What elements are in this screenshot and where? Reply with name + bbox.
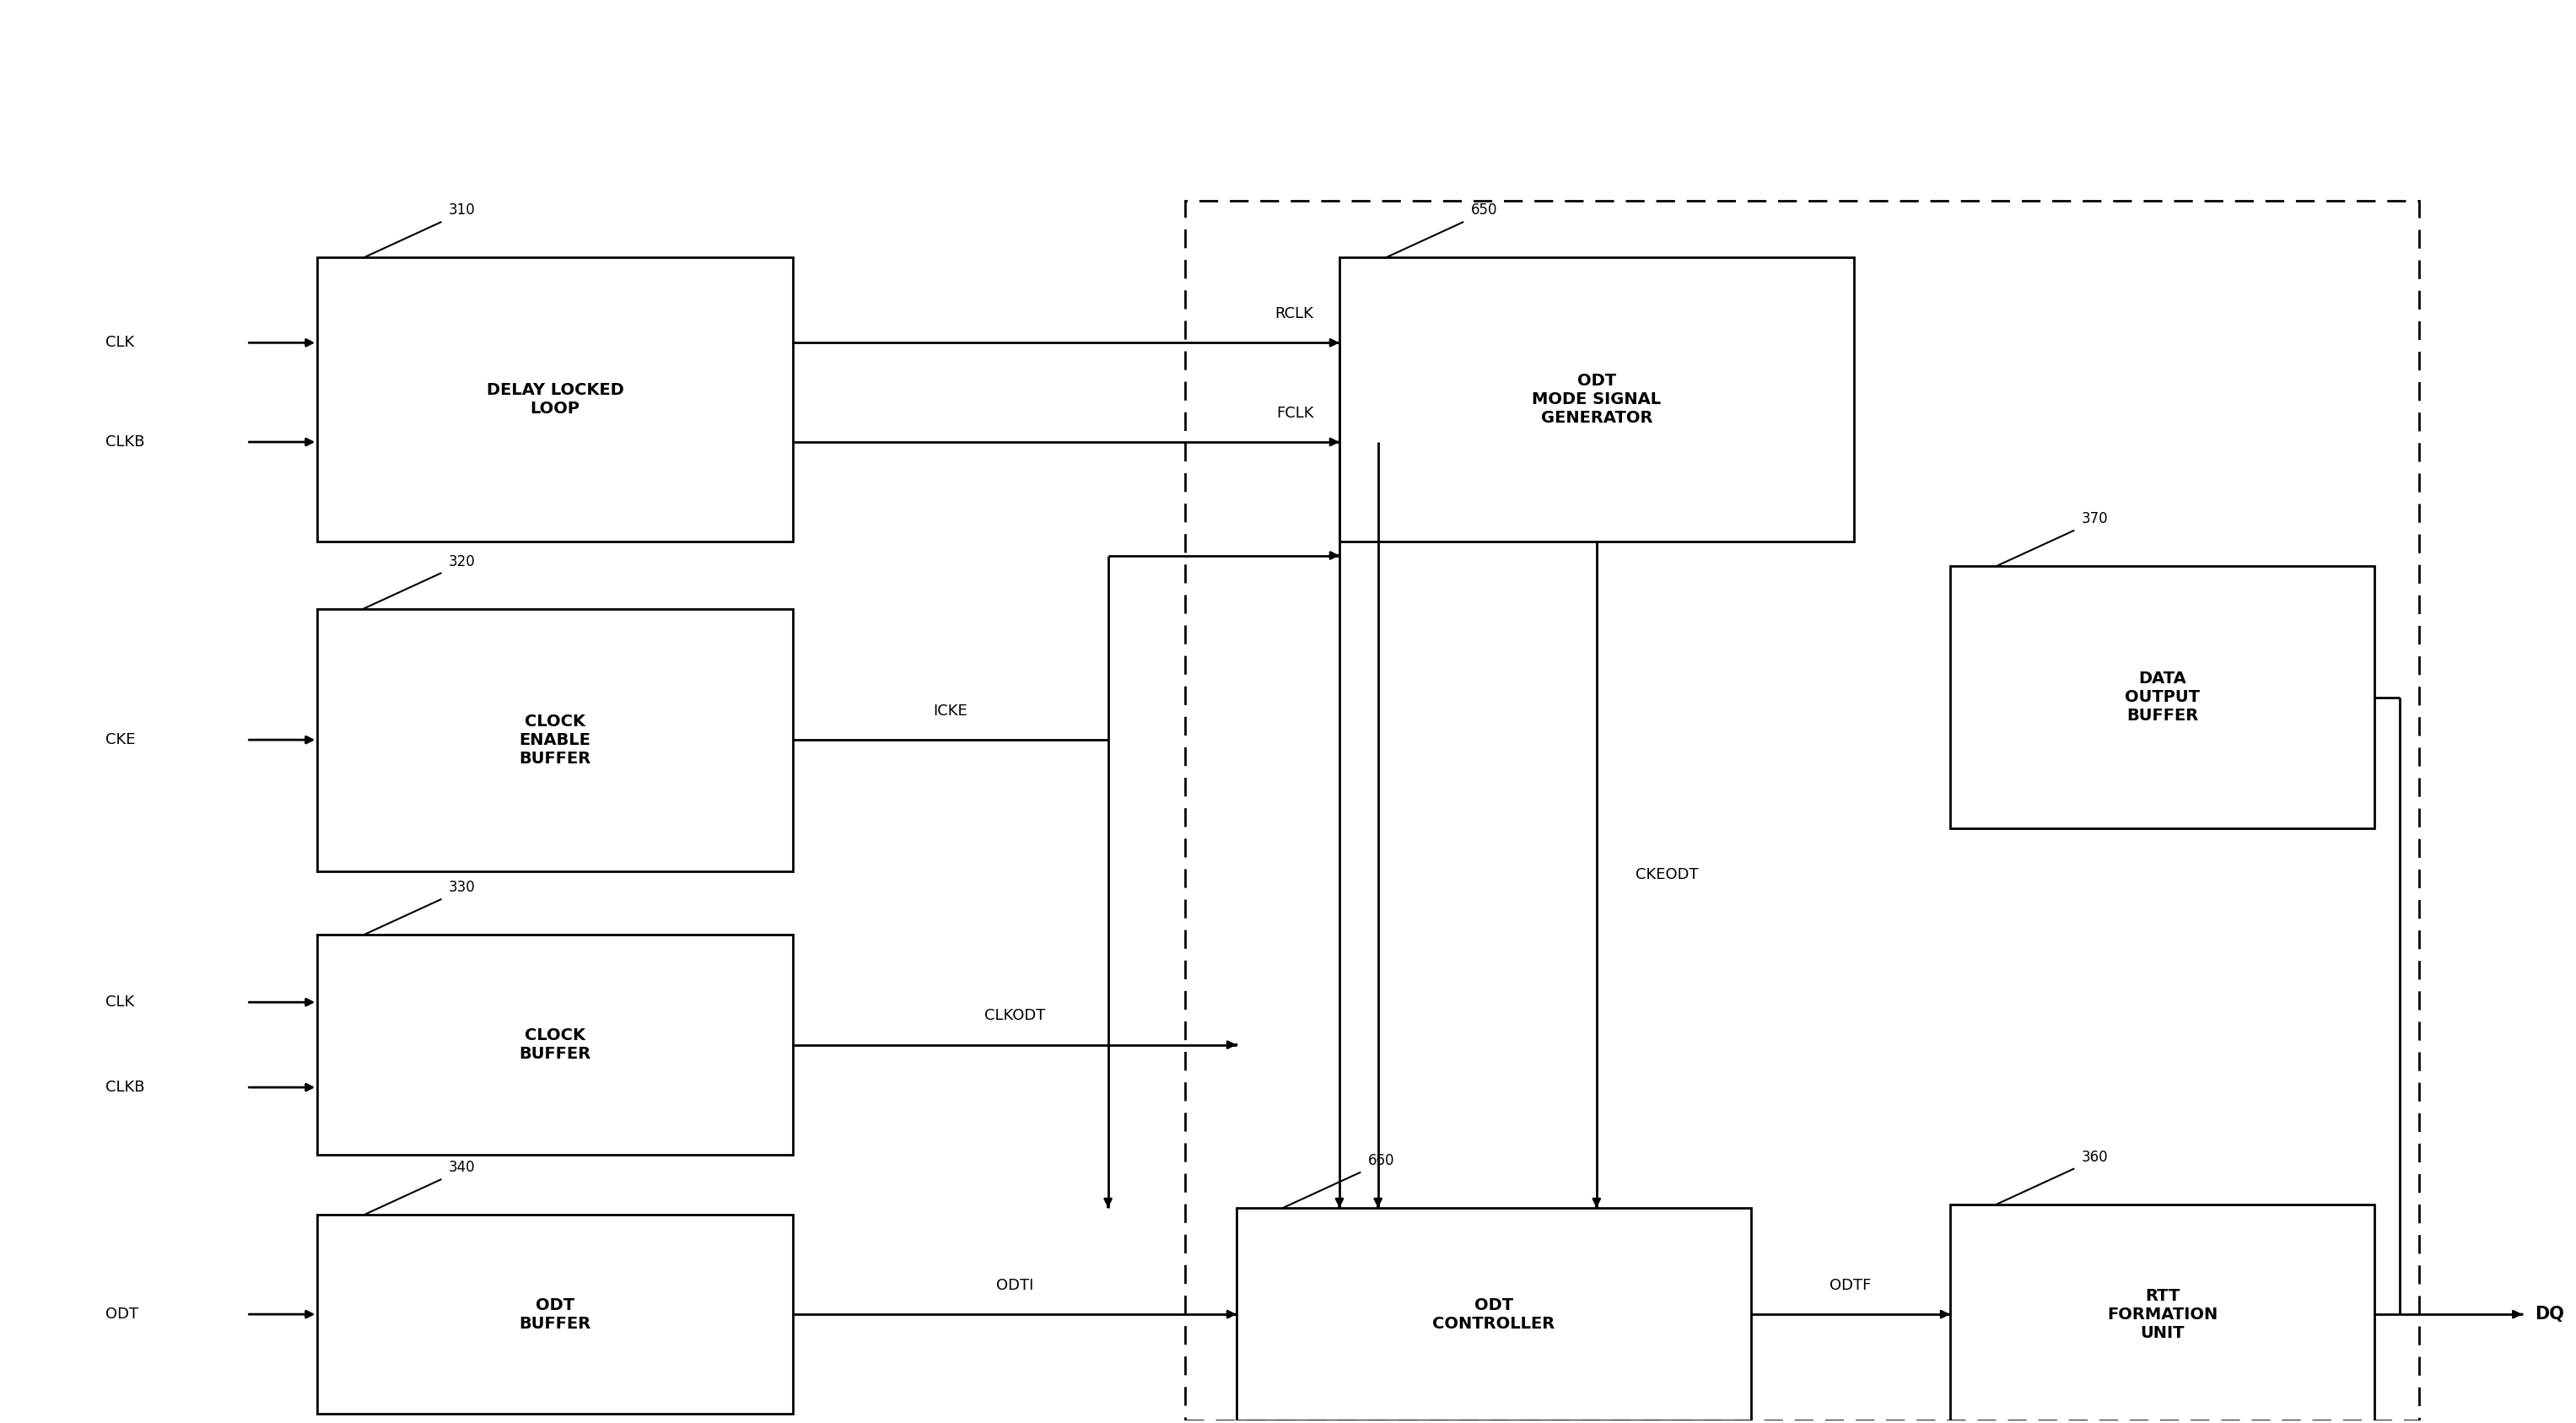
Text: ODTI: ODTI: [997, 1278, 1033, 1294]
Text: CKEODT: CKEODT: [1636, 867, 1698, 882]
Text: ODT
BUFFER: ODT BUFFER: [520, 1296, 590, 1332]
Text: DELAY LOCKED
LOOP: DELAY LOCKED LOOP: [487, 383, 623, 417]
Bar: [1340, 258, 1855, 541]
Text: ODT
CONTROLLER: ODT CONTROLLER: [1432, 1296, 1556, 1332]
Bar: [317, 935, 793, 1154]
Text: CLK: CLK: [106, 336, 134, 350]
Text: CLKB: CLKB: [106, 1080, 144, 1094]
Text: 650: 650: [1471, 202, 1497, 218]
Text: CLOCK
BUFFER: CLOCK BUFFER: [520, 1027, 590, 1062]
Text: DQ: DQ: [2535, 1306, 2566, 1323]
Bar: [317, 258, 793, 541]
Text: 360: 360: [2081, 1150, 2107, 1164]
Text: RCLK: RCLK: [1275, 306, 1314, 322]
Text: CLK: CLK: [106, 995, 134, 1010]
Text: CLKODT: CLKODT: [984, 1009, 1046, 1023]
Text: ODT
MODE SIGNAL
GENERATOR: ODT MODE SIGNAL GENERATOR: [1533, 373, 1662, 425]
Text: 370: 370: [2081, 511, 2107, 527]
Text: ODTF: ODTF: [1829, 1278, 1870, 1294]
Bar: [317, 609, 793, 871]
Text: FCLK: FCLK: [1275, 406, 1314, 421]
Bar: [1236, 1208, 1752, 1420]
Text: 320: 320: [448, 554, 474, 569]
Bar: [1185, 201, 2419, 1420]
Bar: [317, 1215, 793, 1413]
Text: 330: 330: [448, 879, 474, 895]
Text: RTT
FORMATION
UNIT: RTT FORMATION UNIT: [2107, 1288, 2218, 1340]
Text: ICKE: ICKE: [933, 703, 969, 719]
Text: 310: 310: [448, 202, 474, 218]
Bar: [1950, 1204, 2375, 1423]
Text: CKE: CKE: [106, 733, 134, 747]
Bar: [1950, 566, 2375, 828]
Text: 660: 660: [1368, 1153, 1394, 1168]
Text: 340: 340: [448, 1160, 474, 1175]
Text: DATA
OUTPUT
BUFFER: DATA OUTPUT BUFFER: [2125, 670, 2200, 724]
Text: CLKB: CLKB: [106, 434, 144, 450]
Text: ODT: ODT: [106, 1306, 139, 1322]
Text: CLOCK
ENABLE
BUFFER: CLOCK ENABLE BUFFER: [520, 713, 590, 767]
